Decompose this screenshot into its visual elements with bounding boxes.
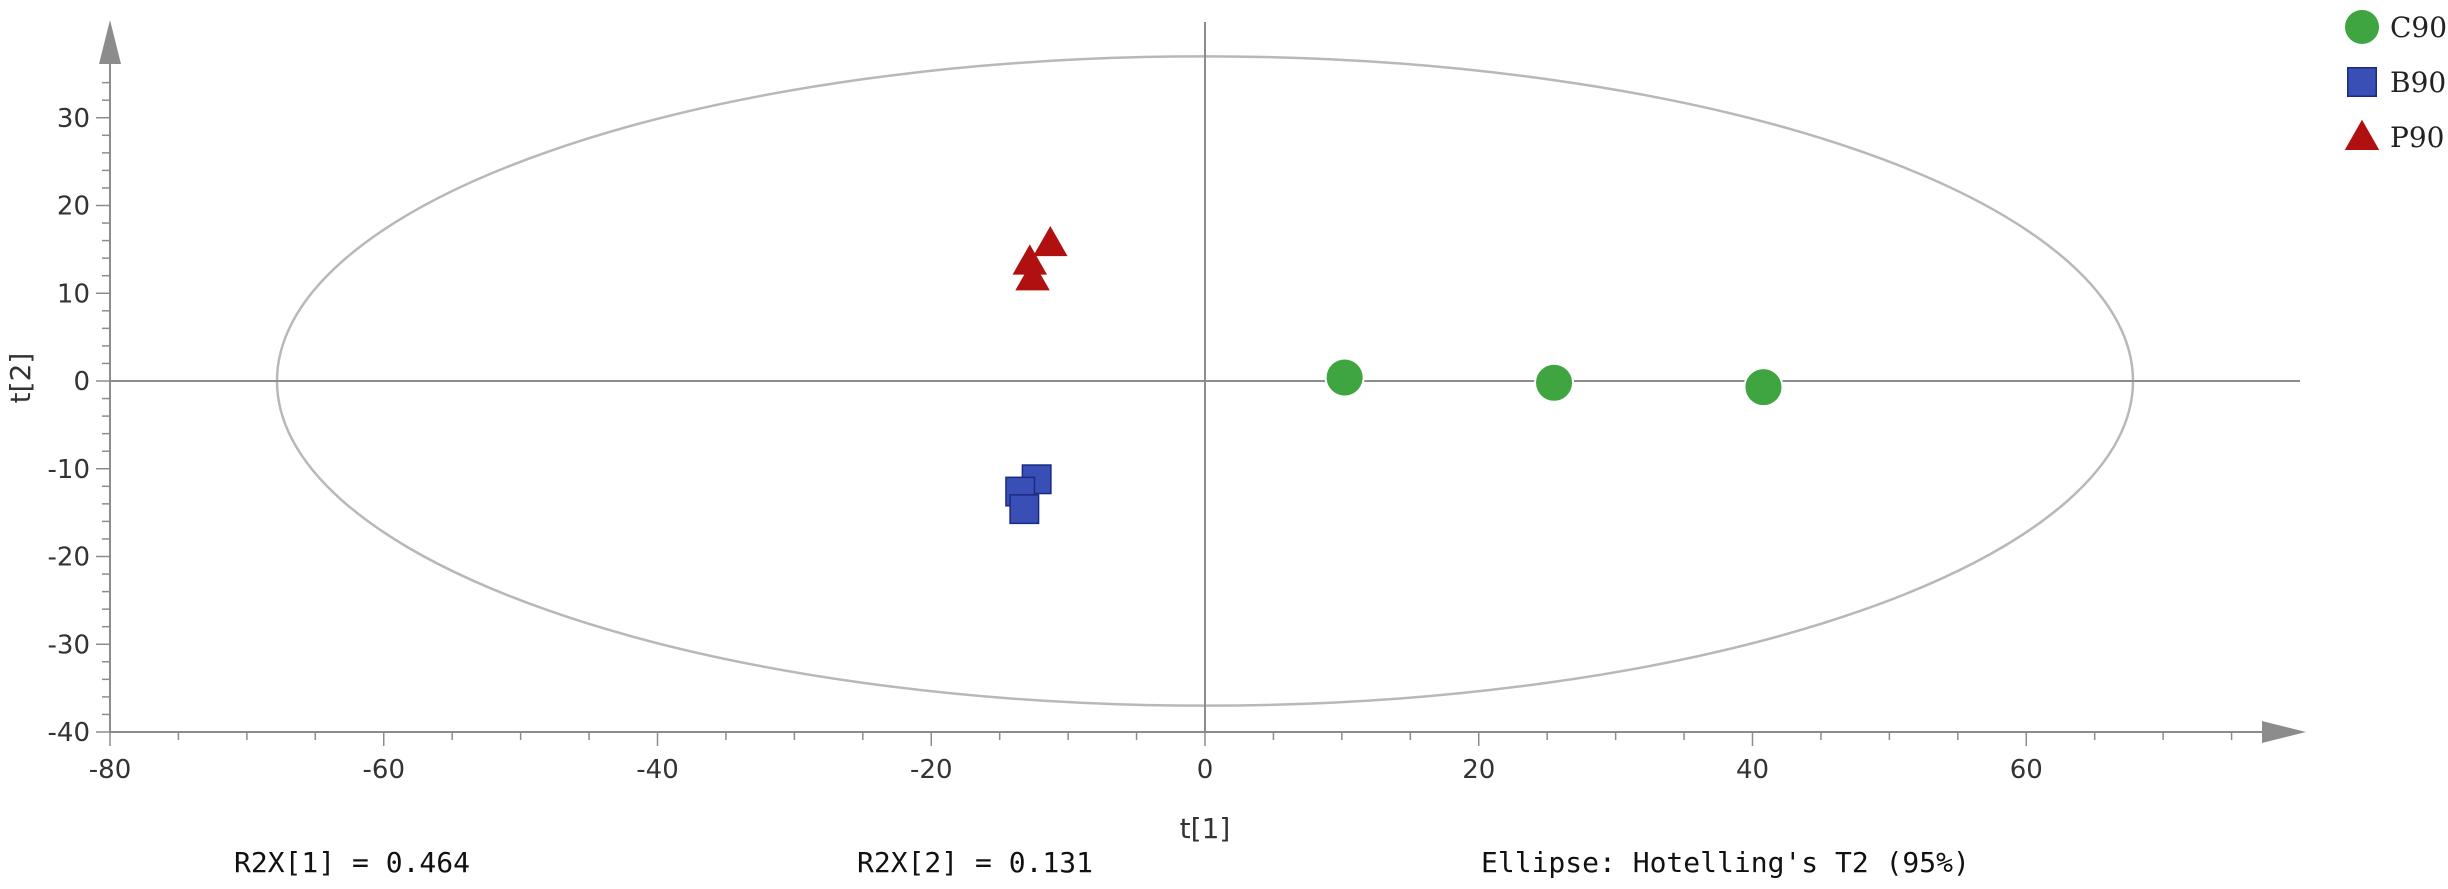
c90-point [1743, 367, 1784, 408]
x-axis-title: t[1] [1180, 812, 1231, 845]
p90-point [1012, 244, 1048, 275]
legend-c90-label: C90 [2390, 11, 2447, 44]
b90-point [1009, 494, 1040, 525]
legend-c90-swatch [2343, 8, 2381, 46]
y-tick-label: -20 [48, 543, 90, 573]
axes-layer [99, 20, 2306, 743]
y-tick-label: 0 [73, 367, 90, 397]
y-tick-label: -10 [48, 455, 90, 485]
legend-p90-swatch [2344, 119, 2380, 150]
legend-b90-label: B90 [2390, 66, 2446, 99]
c90-point [1534, 362, 1575, 403]
r2x2-annotation: R2X[2] = 0.131 [857, 846, 1093, 879]
y-tick-label: -40 [48, 718, 90, 748]
x-tick-label: 60 [2010, 755, 2043, 785]
x-tick-label: 20 [1462, 755, 1495, 785]
x-tick-label: -20 [910, 755, 952, 785]
y-tick-label: 10 [57, 279, 90, 309]
ellipse-note-annotation: Ellipse: Hotelling's T2 (95%) [1481, 846, 1970, 879]
x-axis-arrow [2262, 721, 2306, 743]
data-points-layer [1005, 225, 1784, 525]
legend-p90-label: P90 [2390, 121, 2444, 154]
x-tick-label: -40 [636, 755, 678, 785]
y-tick-label: 30 [57, 104, 90, 134]
c90-point [1324, 357, 1365, 398]
y-axis-title: t[2] [4, 353, 37, 404]
y-tick-label: -30 [48, 630, 90, 660]
p90-point [1015, 260, 1050, 291]
legend: C90 B90 P90 [2343, 8, 2447, 154]
x-tick-label: 40 [1736, 755, 1769, 785]
y-axis-arrow [99, 20, 121, 64]
r2x1-annotation: R2X[1] = 0.464 [234, 846, 470, 879]
x-tick-label: -60 [363, 755, 405, 785]
tick-layer: -80 -60 -40 -20 0 20 40 60 -40 -30 -20 -10 0 10 20 30 [48, 81, 2233, 785]
x-tick-label: -80 [89, 755, 131, 785]
x-tick-label: 0 [1197, 755, 1214, 785]
y-tick-label: 20 [57, 192, 90, 222]
p90-point [1033, 225, 1068, 257]
legend-b90-swatch [2347, 67, 2377, 97]
